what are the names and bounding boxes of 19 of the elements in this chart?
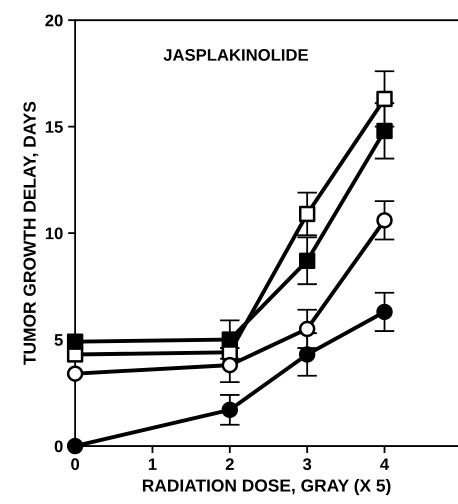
y-tick-label: 20 bbox=[45, 14, 63, 26]
x-tick-label: 0 bbox=[71, 458, 80, 470]
y-axis-title: TUMOR GROWTH DELAY, DAYS bbox=[23, 102, 38, 365]
x-tick-label: 3 bbox=[302, 458, 312, 470]
y-tick-label: 15 bbox=[46, 121, 63, 133]
point bbox=[376, 90, 393, 108]
x-tick-label: 2 bbox=[226, 458, 234, 470]
y-tick-label: 5 bbox=[54, 334, 63, 346]
point bbox=[376, 122, 393, 140]
annotation: JASPLAKINOLIDE bbox=[163, 49, 308, 61]
y-tick-label: 0 bbox=[54, 440, 63, 452]
x-tick-label: 1 bbox=[148, 458, 157, 470]
point bbox=[298, 206, 316, 222]
y-tick-label: 10 bbox=[46, 228, 63, 240]
point bbox=[222, 331, 238, 348]
x-axis-title: RADIATION DOSE, GRAY (X 5) bbox=[142, 478, 390, 496]
point bbox=[298, 252, 316, 269]
point bbox=[66, 334, 84, 350]
x-tick-label: 4 bbox=[380, 458, 390, 470]
